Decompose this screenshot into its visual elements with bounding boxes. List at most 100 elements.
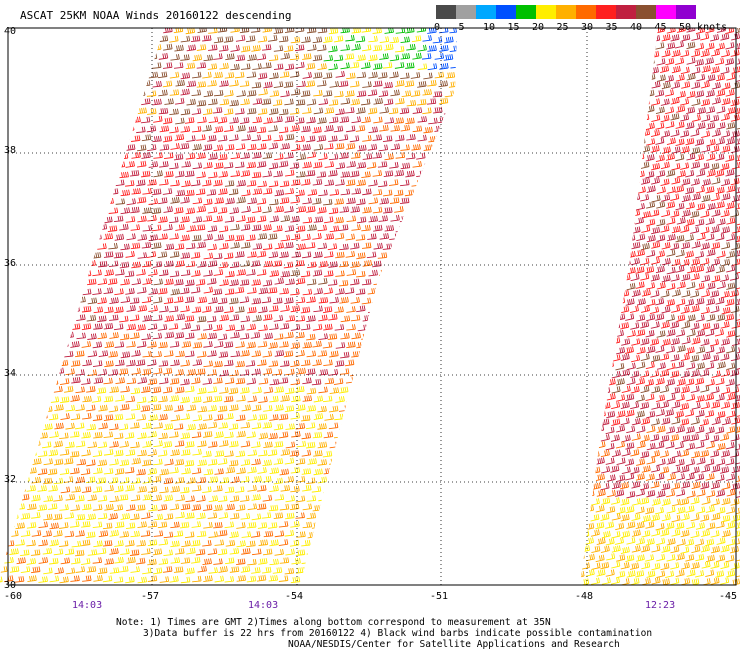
wind-barb <box>585 154 595 162</box>
wind-barb <box>290 36 301 44</box>
wind-barb <box>269 395 279 403</box>
wind-barb <box>102 125 113 133</box>
wind-barb <box>651 114 661 122</box>
wind-barb <box>389 341 399 349</box>
wind-barb <box>71 486 81 493</box>
wind-barb <box>42 242 53 250</box>
wind-barb <box>0 566 8 574</box>
wind-barb <box>438 116 448 124</box>
wind-barb <box>631 417 641 426</box>
wind-barb <box>401 431 411 439</box>
wind-barb <box>616 297 626 305</box>
wind-barb <box>311 378 322 386</box>
wind-barb <box>675 522 685 530</box>
wind-barb <box>136 324 146 331</box>
wind-barb <box>316 171 327 178</box>
wind-barb <box>700 449 710 458</box>
wind-barb <box>317 405 327 413</box>
wind-barb <box>202 215 213 222</box>
wind-barb <box>213 522 223 529</box>
wind-barb <box>98 422 108 430</box>
wind-barb <box>49 144 59 152</box>
wind-barb <box>163 494 174 502</box>
wind-barb <box>86 314 97 322</box>
wind-barb <box>665 298 675 307</box>
wind-barb <box>701 145 711 153</box>
wind-barb <box>620 401 630 410</box>
wind-barb <box>720 226 730 234</box>
wind-barb <box>328 28 339 35</box>
wind-barb <box>472 188 481 194</box>
wind-barb <box>269 467 280 474</box>
wind-barb <box>169 341 180 348</box>
wind-barb <box>81 449 91 457</box>
wind-barb <box>378 449 388 456</box>
wind-barb <box>432 197 443 205</box>
wind-barb <box>26 485 36 492</box>
wind-barb <box>318 386 328 394</box>
wind-barb <box>48 269 59 277</box>
wind-barb <box>37 287 47 294</box>
wind-barb <box>162 566 173 573</box>
wind-barb <box>213 53 223 60</box>
wind-barb <box>291 251 302 258</box>
wind-barb <box>686 329 696 338</box>
wind-barb <box>26 143 36 151</box>
wind-barb <box>224 306 234 314</box>
wind-barb <box>119 440 129 448</box>
wind-barb <box>710 481 720 490</box>
wind-barb <box>610 577 620 585</box>
wind-barb <box>651 577 661 585</box>
wind-barb <box>230 44 240 52</box>
wind-barb <box>394 495 405 503</box>
wind-barb <box>64 225 75 233</box>
wind-barb <box>74 549 85 557</box>
wind-barb <box>670 337 680 346</box>
wind-barb <box>153 458 163 466</box>
wind-barb <box>379 197 389 205</box>
wind-barb <box>185 350 195 358</box>
wind-barb <box>324 575 334 583</box>
wind-barb <box>229 566 240 573</box>
wind-barb <box>450 152 457 160</box>
wind-barb <box>705 42 715 51</box>
wind-barb <box>356 504 367 512</box>
wind-barb <box>366 377 377 384</box>
wind-barb <box>236 522 246 529</box>
wind-barb <box>159 377 169 385</box>
wind-barb <box>373 422 383 430</box>
wind-barb <box>690 305 700 313</box>
wind-barb <box>38 521 48 529</box>
wind-barb <box>645 122 655 131</box>
wind-barb <box>109 63 119 70</box>
wind-barb <box>92 143 103 151</box>
wind-barb <box>345 34 355 42</box>
wind-barb <box>448 459 457 467</box>
wind-barb <box>616 506 626 515</box>
wind-barb <box>680 66 690 75</box>
wind-barb <box>203 396 213 403</box>
wind-barb <box>356 54 366 62</box>
wind-barb <box>626 267 636 275</box>
wind-barb <box>278 160 289 168</box>
wind-barb <box>581 98 591 107</box>
wind-barb <box>600 513 610 522</box>
wind-barb <box>203 324 213 331</box>
wind-barb <box>355 234 366 241</box>
wind-barb <box>252 151 262 159</box>
wind-barb <box>70 161 80 168</box>
wind-barb <box>596 569 606 577</box>
wind-barb <box>335 396 345 403</box>
wind-barb <box>21 170 31 177</box>
wind-barb <box>229 512 240 520</box>
wind-barb <box>650 514 660 522</box>
wind-barb <box>92 35 103 42</box>
wind-barb <box>455 287 457 295</box>
wind-barb <box>580 122 586 130</box>
wind-barb <box>87 494 97 502</box>
wind-barb <box>646 457 656 465</box>
wind-barb <box>269 198 279 206</box>
wind-barb <box>631 338 641 346</box>
wind-barb <box>323 216 334 224</box>
wind-barb <box>340 351 350 359</box>
